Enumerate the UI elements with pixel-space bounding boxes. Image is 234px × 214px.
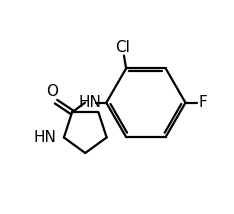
Text: Cl: Cl [115,40,130,55]
Text: O: O [46,84,58,99]
Text: HN: HN [79,95,102,110]
Text: HN: HN [33,130,56,145]
Text: F: F [198,95,207,110]
